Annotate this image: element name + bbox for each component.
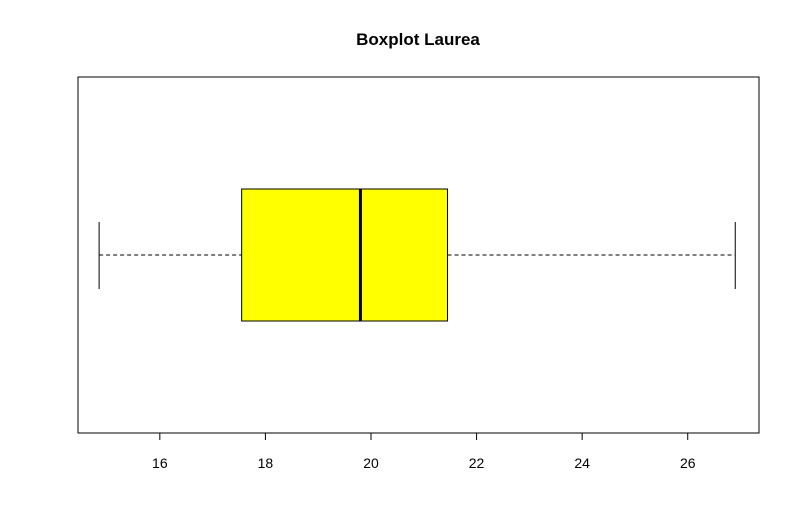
x-tick-label-16: 16 <box>152 455 168 471</box>
x-tick-label-22: 22 <box>469 455 485 471</box>
x-tick-label-18: 18 <box>258 455 274 471</box>
x-tick-label-26: 26 <box>680 455 696 471</box>
chart-title: Boxplot Laurea <box>356 30 480 49</box>
boxplot <box>98 188 736 322</box>
x-tick-label-24: 24 <box>574 455 590 471</box>
x-axis: 16 18 20 22 24 26 <box>152 432 696 471</box>
iqr-box <box>241 188 449 322</box>
x-tick-label-20: 20 <box>363 455 379 471</box>
